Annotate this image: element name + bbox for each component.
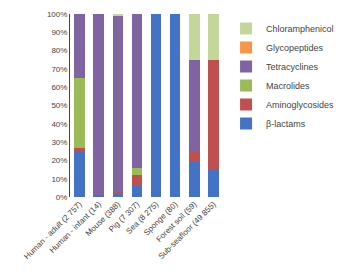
svg-text:Macrolides: Macrolides	[266, 81, 310, 91]
svg-text:β-lactams: β-lactams	[266, 119, 306, 129]
svg-text:Sea (8 275): Sea (8 275)	[124, 200, 160, 236]
svg-text:Sub-seafloor (49 855): Sub-seafloor (49 855)	[157, 200, 218, 261]
svg-text:60%: 60%	[51, 83, 67, 92]
svg-text:50%: 50%	[51, 101, 67, 110]
svg-text:Sponge (80): Sponge (80)	[142, 200, 180, 238]
svg-text:80%: 80%	[51, 46, 67, 55]
svg-text:Forest soil (59): Forest soil (59)	[154, 200, 198, 244]
svg-text:70%: 70%	[51, 65, 67, 74]
svg-text:Glycopeptides: Glycopeptides	[266, 43, 324, 53]
svg-text:40%: 40%	[51, 120, 67, 129]
svg-text:100%: 100%	[47, 10, 67, 19]
svg-text:90%: 90%	[51, 28, 67, 37]
svg-text:Tetracyclines: Tetracyclines	[266, 62, 319, 72]
svg-text:30%: 30%	[51, 138, 67, 147]
svg-text:20%: 20%	[51, 156, 67, 165]
svg-text:Pig (7 307): Pig (7 307)	[107, 200, 141, 234]
svg-text:Mouse (388): Mouse (388)	[84, 200, 122, 238]
svg-text:Human - infant (14): Human - infant (14)	[48, 200, 103, 255]
svg-text:10%: 10%	[51, 175, 67, 184]
svg-text:Human - adult (2 757): Human - adult (2 757)	[22, 200, 84, 262]
svg-text:Aminoglycosides: Aminoglycosides	[266, 100, 334, 110]
svg-text:0%: 0%	[56, 193, 68, 202]
svg-text:Chloramphenicol: Chloramphenicol	[266, 24, 334, 34]
